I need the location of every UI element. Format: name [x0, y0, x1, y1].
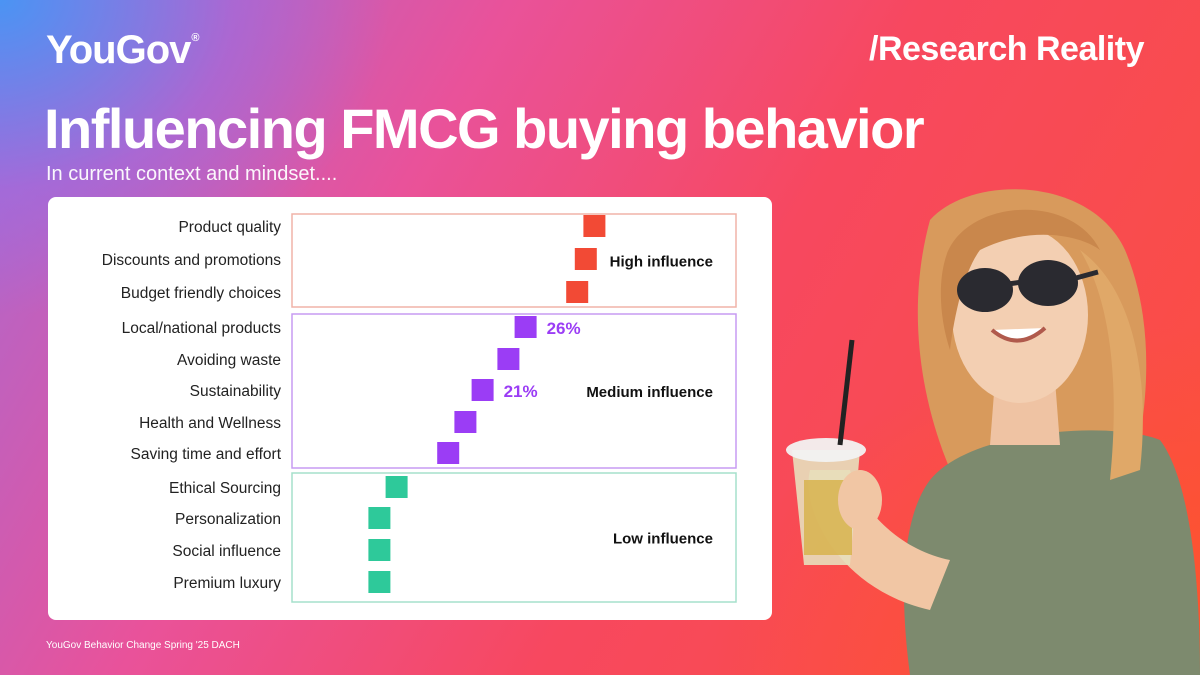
source-footnote: YouGov Behavior Change Spring '25 DACH — [46, 640, 240, 651]
group-box-high — [291, 213, 737, 308]
page-subtitle: In current context and mindset.... — [46, 163, 338, 185]
influence-chart: High influence Medium influence Low influe… — [102, 213, 737, 603]
category-label: Premium luxury — [173, 575, 281, 592]
category-label: Product quality — [178, 219, 281, 236]
data-marker — [385, 476, 408, 498]
category-label: Discounts and promotions — [102, 252, 281, 269]
group-label-high: High influence — [610, 254, 713, 271]
data-marker — [471, 379, 494, 401]
data-marker — [368, 539, 391, 561]
data-marker — [368, 571, 391, 593]
category-label: Budget friendly choices — [121, 285, 282, 302]
category-label: Sustainability — [190, 383, 282, 400]
data-label: 21% — [504, 382, 538, 401]
data-label: 26% — [547, 319, 581, 338]
data-marker — [497, 348, 520, 370]
category-label: Local/national products — [122, 320, 282, 337]
chart-card: High influence Medium influence Low influe… — [48, 197, 772, 620]
data-marker — [566, 281, 589, 303]
group-box-low — [291, 472, 737, 603]
category-label: Avoiding waste — [177, 352, 281, 369]
category-label: Health and Wellness — [139, 415, 281, 432]
data-marker — [583, 215, 606, 237]
yougov-logo: YouGov® — [46, 28, 200, 73]
data-marker — [574, 248, 597, 270]
group-label-low: Low influence — [613, 531, 713, 548]
category-label: Ethical Sourcing — [169, 480, 281, 497]
registered-mark: ® — [191, 32, 199, 44]
category-label: Social influence — [172, 543, 281, 560]
person-illustration — [786, 189, 1200, 675]
category-label: Personalization — [175, 511, 281, 528]
logo-text: YouGov — [46, 28, 191, 72]
page-title: Influencing FMCG buying behavior — [44, 97, 925, 160]
category-label: Saving time and effort — [131, 446, 282, 463]
data-marker — [368, 507, 391, 529]
group-label-medium: Medium influence — [586, 384, 713, 401]
data-marker — [454, 411, 477, 433]
group-box-medium — [291, 313, 737, 469]
data-marker — [437, 442, 460, 464]
research-reality-tag: /Research Reality — [869, 30, 1145, 68]
data-marker — [514, 316, 537, 338]
